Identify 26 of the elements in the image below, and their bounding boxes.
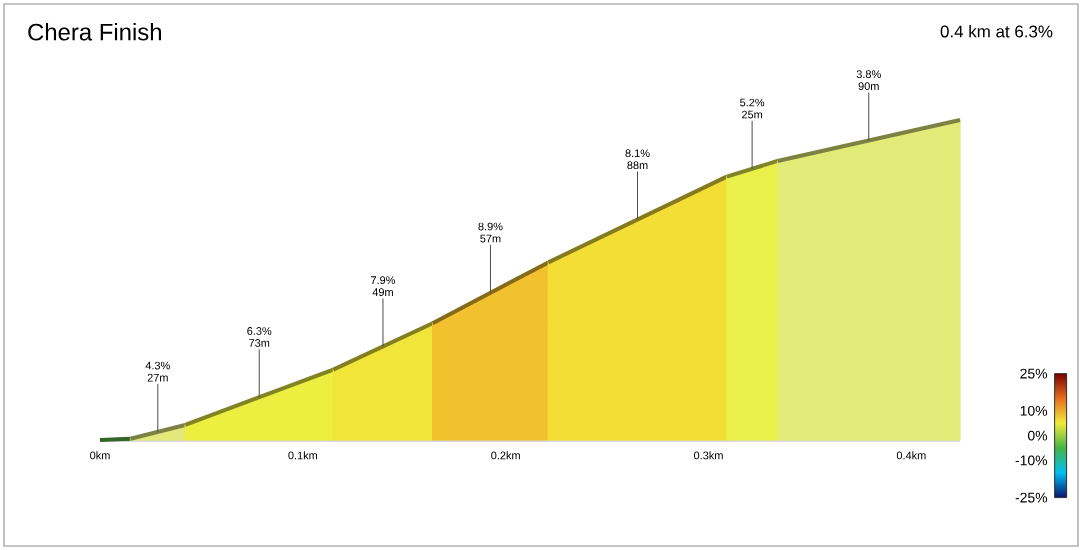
- annotation: 25m: [742, 110, 763, 119]
- x-tick-label: 0.2km: [491, 451, 520, 460]
- text: 5.2%: [740, 98, 765, 107]
- annotation: 49m: [372, 288, 393, 296]
- annotation: 4.3%: [145, 361, 170, 370]
- annotation: 7.9%: [371, 276, 396, 284]
- x-tick-label: 0.4km: [896, 451, 926, 460]
- color-bar-label: -10%: [1015, 455, 1048, 466]
- annotation: 6.3%: [247, 327, 272, 335]
- annotation: 88m: [627, 161, 648, 170]
- annotation: 73m: [249, 339, 270, 347]
- x-tick-label: 0.3km: [694, 451, 723, 460]
- annotation: 8.1%: [625, 149, 650, 158]
- text: 0.4 km at 6.3%: [940, 25, 1053, 38]
- annotation: 8.9%: [478, 222, 503, 231]
- annotation: 90m: [858, 82, 879, 91]
- color-bar-label: 10%: [1020, 405, 1048, 416]
- color-bar-label: 25%: [1020, 368, 1048, 379]
- text: 3.8%: [856, 70, 881, 79]
- chart-title: Chera Finish: [28, 23, 161, 41]
- annotation: 57m: [480, 234, 501, 243]
- color-bar-label: -25%: [1015, 492, 1048, 503]
- x-tick-label: 0km: [90, 451, 110, 460]
- annotation: 27m: [147, 373, 168, 382]
- color-bar-label: 0%: [1027, 430, 1048, 441]
- x-tick-label: 0.1km: [288, 451, 318, 460]
